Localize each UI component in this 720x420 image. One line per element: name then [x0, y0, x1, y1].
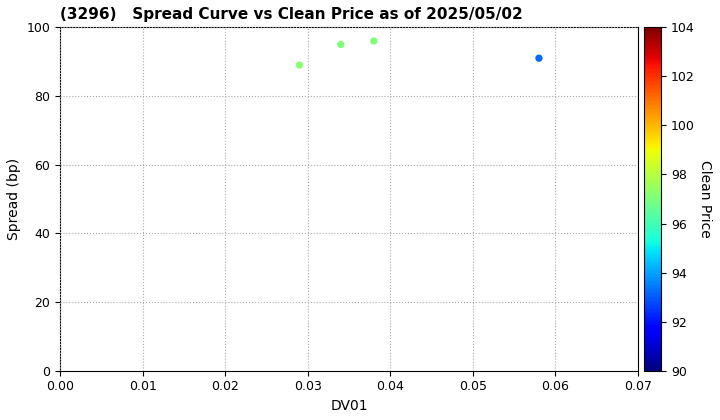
Point	[534, 55, 545, 62]
X-axis label: DV01: DV01	[330, 399, 368, 413]
Text: (3296)   Spread Curve vs Clean Price as of 2025/05/02: (3296) Spread Curve vs Clean Price as of…	[60, 7, 523, 22]
Y-axis label: Clean Price: Clean Price	[698, 160, 711, 238]
Y-axis label: Spread (bp): Spread (bp)	[7, 158, 21, 240]
Point	[294, 62, 305, 68]
Point	[368, 38, 379, 45]
Point	[335, 41, 346, 48]
